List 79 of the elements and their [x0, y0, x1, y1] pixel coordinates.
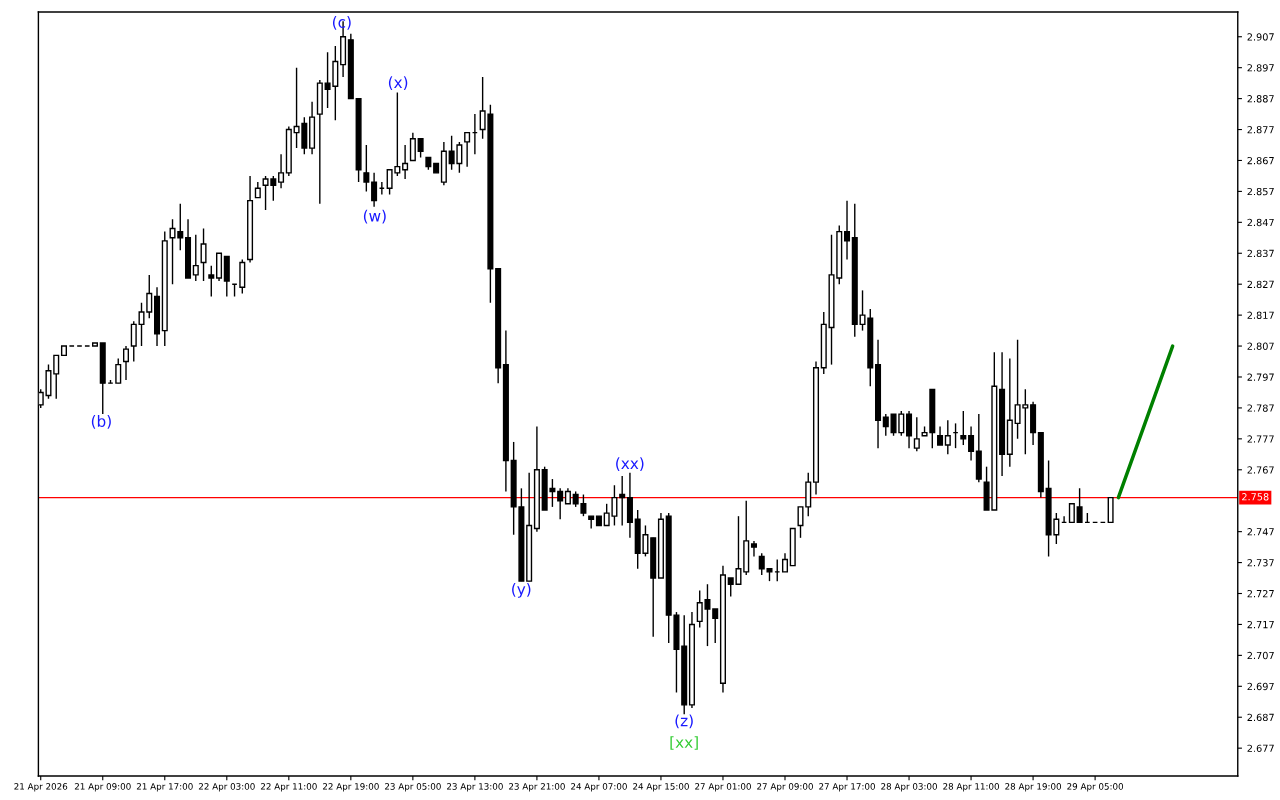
x-tick-label: 24 Apr 07:00 [571, 783, 627, 792]
candlestick [278, 153, 285, 190]
annotation: (b) [91, 415, 111, 429]
y-tick-label: 2.777 [1247, 435, 1274, 443]
candlestick [363, 144, 370, 193]
y-tick-label: 2.687 [1247, 713, 1274, 722]
x-tick-label: 22 Apr 19:00 [322, 783, 379, 792]
x-tick-label: 28 Apr 11:00 [943, 783, 1000, 792]
candlestick [960, 410, 967, 446]
candlestick [402, 144, 409, 180]
x-tick-label: 23 Apr 21:00 [509, 783, 565, 792]
candlestick [371, 172, 378, 208]
candlestick [937, 425, 944, 446]
y-tick-label: 2.897 [1247, 64, 1274, 72]
x-tick-label: 21 Apr 17:00 [136, 783, 193, 792]
x-tick-label: 23 Apr 05:00 [384, 783, 441, 792]
candlestick [1068, 503, 1075, 524]
candlestick [115, 357, 122, 384]
x-tick-label: 27 Apr 01:00 [695, 783, 751, 792]
y-tick-label: 2.697 [1247, 682, 1274, 691]
y-tick-label: 2.837 [1247, 249, 1274, 258]
x-tick-label: 29 Apr 05:00 [1067, 783, 1124, 792]
y-tick-label: 2.677 [1247, 744, 1274, 752]
annotation: (z) [675, 714, 693, 729]
x-tick-label: 21 Apr 2026 [14, 783, 68, 792]
annotation: (xx) [616, 457, 644, 471]
candlestick [712, 608, 719, 644]
candlestick [968, 425, 975, 462]
annotation: [xx] [670, 736, 698, 750]
x-tick-label: 28 Apr 03:00 [881, 783, 937, 792]
candlestick [1076, 487, 1083, 524]
candlestick [619, 475, 626, 527]
x-tick-label: 27 Apr 17:00 [819, 783, 875, 792]
candlestick [913, 416, 920, 452]
candlestick [588, 515, 595, 530]
y-tick-label: 2.767 [1247, 466, 1274, 474]
candlestick [409, 131, 416, 162]
x-tick-label: 23 Apr 13:00 [447, 783, 503, 792]
candlestick [557, 487, 564, 520]
candlestick [781, 552, 789, 573]
candlestick [944, 419, 951, 456]
annotation: (y) [512, 583, 531, 598]
y-tick-label: 2.857 [1247, 187, 1274, 196]
x-tick-label: 21 Apr 09:00 [74, 783, 131, 792]
y-tick-label: 2.907 [1247, 33, 1274, 41]
x-tick-label: 22 Apr 03:00 [198, 783, 255, 792]
y-tick-label: 2.717 [1247, 620, 1274, 629]
candlestick [417, 138, 424, 159]
y-tick-label: 2.747 [1247, 528, 1274, 536]
candlestick [464, 131, 471, 168]
candlestick [750, 540, 758, 558]
candlestick [122, 345, 130, 381]
annotation: (w) [363, 209, 386, 224]
y-tick-label: 2.817 [1247, 311, 1274, 319]
candlestick [843, 199, 851, 261]
candlestick [882, 413, 889, 437]
y-tick-label: 2.807 [1247, 342, 1274, 350]
y-tick-label: 2.847 [1247, 218, 1274, 227]
y-tick-label: 2.877 [1247, 126, 1274, 134]
candlestick [53, 354, 60, 400]
x-tick-label: 22 Apr 11:00 [260, 783, 317, 792]
candlestick [208, 264, 215, 298]
y-tick-label: 2.827 [1247, 280, 1274, 289]
y-tick-label: 2.867 [1247, 156, 1274, 165]
x-tick-label: 24 Apr 15:00 [633, 783, 689, 792]
y-tick-label: 2.737 [1247, 559, 1274, 567]
x-tick-label: 27 Apr 09:00 [757, 783, 813, 792]
y-tick-label: 2.797 [1247, 373, 1274, 381]
y-tick-label: 2.727 [1247, 589, 1274, 598]
candlestick [906, 410, 913, 449]
y-tick-label: 2.887 [1247, 95, 1274, 103]
candlestick [192, 234, 199, 282]
y-tick-label: 2.787 [1247, 404, 1274, 412]
ref-line-label: 2.758 [1242, 493, 1269, 501]
annotation: (c) [332, 16, 351, 30]
candlestick [200, 227, 207, 282]
x-tick-label: 28 Apr 19:00 [1005, 783, 1062, 792]
y-tick-label: 2.707 [1247, 651, 1274, 660]
annotation: (x) [388, 76, 408, 90]
